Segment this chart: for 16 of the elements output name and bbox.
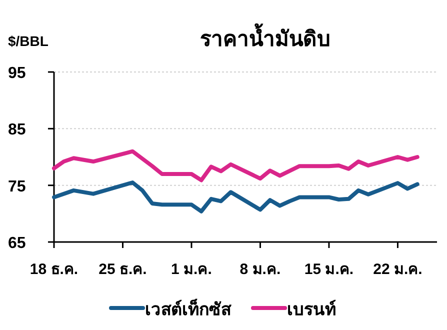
x-tick-label: 25 ธ.ค. [98, 261, 147, 278]
x-tick-label: 1 ม.ค. [171, 261, 212, 278]
line-series [52, 180, 420, 214]
chart-title: ราคาน้ำมันดิบ [200, 23, 330, 51]
legend-label: เบรนท์ [287, 299, 336, 319]
line-series [52, 149, 420, 182]
x-tick-label: 15 ม.ค. [304, 261, 354, 278]
x-tick-label: 8 ม.ค. [240, 261, 281, 278]
y-tick-label: 95 [8, 65, 26, 82]
x-tick-label: 18 ธ.ค. [30, 261, 78, 278]
y-tick-label: 65 [8, 235, 26, 252]
y-axis-title: $/BBL [8, 33, 49, 49]
x-tick-label: 22 ม.ค. [373, 261, 422, 278]
y-tick-label: 85 [8, 122, 26, 139]
legend-label: เวสต์เท็กซัส [145, 297, 232, 319]
y-tick-label: 75 [8, 178, 26, 196]
